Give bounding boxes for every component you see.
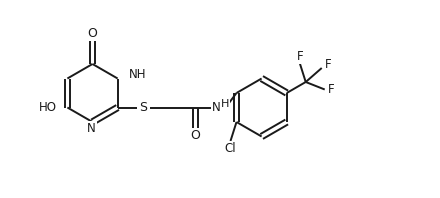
Text: F: F bbox=[325, 58, 332, 71]
Text: N: N bbox=[212, 101, 221, 114]
Text: NH: NH bbox=[128, 68, 146, 81]
Text: F: F bbox=[297, 50, 303, 63]
Text: N: N bbox=[87, 122, 96, 135]
Text: F: F bbox=[328, 83, 334, 96]
Text: Cl: Cl bbox=[225, 142, 236, 154]
Text: O: O bbox=[88, 27, 97, 40]
Text: O: O bbox=[191, 129, 201, 142]
Text: HO: HO bbox=[38, 101, 56, 114]
Text: S: S bbox=[139, 101, 147, 114]
Text: H: H bbox=[220, 98, 229, 109]
